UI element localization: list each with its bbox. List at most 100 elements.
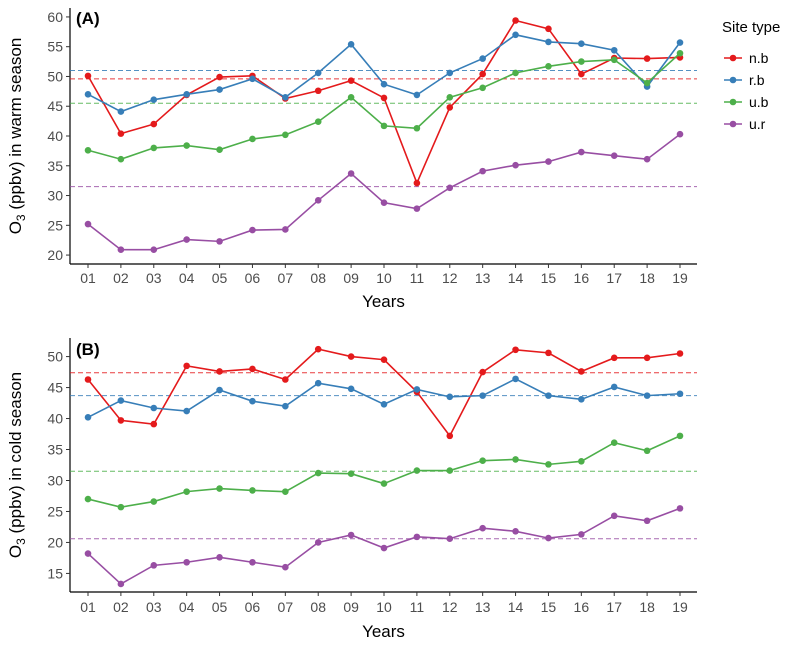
data-point-rb xyxy=(578,40,585,48)
data-point-rb xyxy=(150,404,158,412)
data-point-ur xyxy=(380,199,388,206)
data-point-nb xyxy=(578,368,585,375)
legend-item-rb: r.b xyxy=(724,72,765,88)
data-point-nb xyxy=(216,73,223,81)
data-point-ub xyxy=(446,94,454,101)
legend-key-point xyxy=(729,120,737,128)
data-point-nb xyxy=(479,368,486,376)
data-point-ub xyxy=(216,485,223,492)
legend-key-point xyxy=(729,98,737,106)
data-point-ur xyxy=(610,512,618,520)
data-point-ub xyxy=(380,122,388,130)
data-point-ub xyxy=(117,503,125,511)
data-point-ur xyxy=(216,554,223,561)
data-point-rb xyxy=(347,385,355,393)
panel-a-warm-season: 20 25 30 35 40 45 50 55 60 01 02 03 04 05 06 07 08 09 10 11… xyxy=(6,8,697,311)
data-point-ub xyxy=(413,467,421,474)
data-point-ur xyxy=(512,527,519,535)
x-tick-label: 07 xyxy=(278,270,294,286)
legend-item-nb: n.b xyxy=(724,50,769,66)
panel-label: (B) xyxy=(76,340,100,359)
data-point-rb xyxy=(150,96,158,103)
legend-label: n.b xyxy=(749,50,769,66)
data-point-ub xyxy=(512,69,519,77)
x-tick-label: 18 xyxy=(639,270,655,286)
data-point-ur xyxy=(314,196,322,204)
x-tick-label: 09 xyxy=(343,599,359,615)
y-tick-label: 40 xyxy=(47,128,63,144)
data-point-nb xyxy=(512,17,519,24)
x-tick-label: 19 xyxy=(672,599,688,615)
data-point-ub xyxy=(545,461,552,468)
x-tick-label: 13 xyxy=(475,270,491,286)
data-point-rb xyxy=(216,86,223,93)
data-point-nb xyxy=(643,354,651,362)
y-tick-label: 45 xyxy=(47,98,63,114)
data-point-nb xyxy=(314,87,322,95)
x-tick-label: 17 xyxy=(606,270,622,286)
data-point-ub xyxy=(578,58,585,65)
panel-b-cold-season: 15 20 25 30 35 40 45 50 01 02 03 04 05 06 07 08 09 10 11 12… xyxy=(6,338,697,641)
data-point-ub xyxy=(314,469,322,477)
x-tick-label: 15 xyxy=(541,599,557,615)
data-point-ub xyxy=(676,49,684,57)
data-point-rb xyxy=(512,31,519,39)
data-point-ur xyxy=(249,558,256,566)
legend-key-point xyxy=(729,76,737,84)
y-tick-label: 25 xyxy=(47,217,63,233)
data-point-rb xyxy=(183,407,190,415)
x-tick-label: 01 xyxy=(80,599,96,615)
data-point-ub xyxy=(117,155,125,163)
y-tick-label: 25 xyxy=(47,503,63,519)
x-tick-label: 08 xyxy=(310,270,326,286)
data-point-ub xyxy=(643,79,651,87)
data-point-nb xyxy=(446,104,454,111)
data-point-rb xyxy=(512,375,519,383)
data-point-rb xyxy=(117,397,125,404)
x-tick-label: 12 xyxy=(442,270,458,286)
y-tick-label: 20 xyxy=(47,534,63,550)
x-tick-label: 01 xyxy=(80,270,96,286)
data-point-rb xyxy=(84,413,92,421)
x-tick-label: 14 xyxy=(508,270,524,286)
x-tick-label: 02 xyxy=(113,599,129,615)
x-tick-label: 04 xyxy=(179,270,195,286)
data-point-ub xyxy=(282,131,289,139)
data-point-rb xyxy=(183,91,190,98)
data-point-ur xyxy=(512,161,519,169)
x-axis-title: Years xyxy=(362,622,405,641)
data-point-ub xyxy=(183,142,190,149)
data-point-ur xyxy=(413,533,421,541)
data-point-ur xyxy=(413,205,421,212)
data-point-nb xyxy=(84,72,92,80)
legend-label: r.b xyxy=(749,72,765,88)
x-tick-label: 10 xyxy=(376,270,392,286)
data-point-rb xyxy=(380,400,388,408)
data-point-ur xyxy=(479,524,486,532)
data-point-nb xyxy=(676,350,684,357)
data-point-ub xyxy=(479,84,486,92)
data-point-nb xyxy=(578,70,585,78)
data-point-rb xyxy=(479,392,486,399)
data-point-rb xyxy=(117,108,125,115)
data-point-nb xyxy=(183,362,190,370)
y-axis-title: O3 (ppbv) in cold season xyxy=(6,372,28,558)
x-axis-title: Years xyxy=(362,292,405,311)
data-point-rb xyxy=(380,80,388,88)
data-point-rb xyxy=(479,55,486,62)
data-point-ur xyxy=(479,167,486,175)
data-point-ub xyxy=(545,63,552,70)
panel-label: (A) xyxy=(76,9,100,28)
data-point-rb xyxy=(413,386,421,393)
data-point-nb xyxy=(282,376,289,383)
data-point-ub xyxy=(216,146,223,153)
x-tick-label: 11 xyxy=(410,270,425,286)
data-point-ur xyxy=(314,539,322,546)
data-point-ur xyxy=(282,226,289,233)
data-point-rb xyxy=(249,397,256,405)
data-point-nb xyxy=(380,94,388,102)
x-tick-label: 18 xyxy=(639,599,655,615)
data-point-ur xyxy=(676,130,684,138)
data-point-nb xyxy=(643,55,651,62)
x-tick-label: 07 xyxy=(278,599,294,615)
